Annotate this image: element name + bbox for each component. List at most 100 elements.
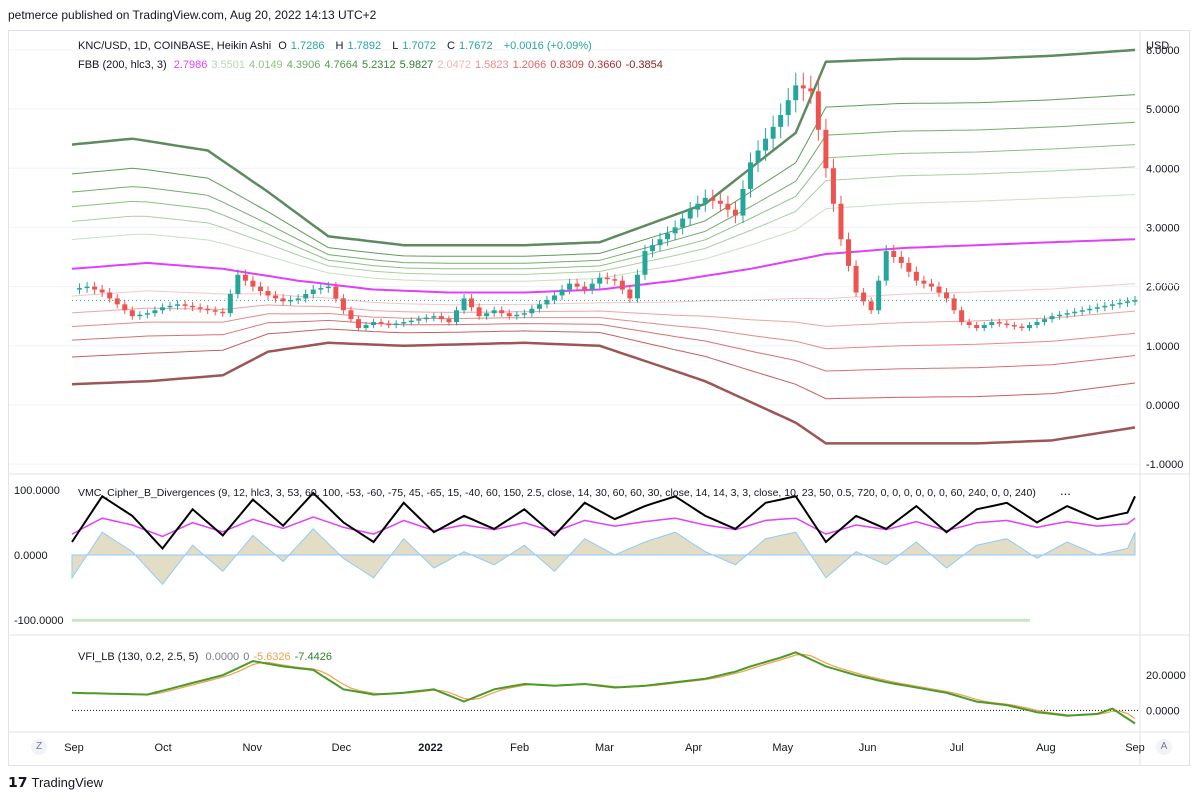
candle-body-100	[823, 129, 829, 169]
candle-body-45	[408, 320, 414, 323]
candle-body-38	[355, 319, 361, 328]
fbb-lower-band-0	[71, 283, 1136, 306]
candle-body-117	[951, 298, 957, 311]
time-label-7: Apr	[685, 742, 702, 754]
fbb-upper-band-3	[71, 121, 1136, 264]
fbb-value-9: 1.2066	[512, 59, 547, 71]
chart-frame	[8, 30, 1190, 766]
candle-body-107	[876, 280, 882, 311]
candle-body-33	[318, 288, 324, 290]
candle-body-14	[175, 304, 181, 306]
candle-body-30	[295, 298, 301, 300]
candle-body-72	[612, 279, 618, 281]
ohlc-high: H 1.7892	[335, 40, 382, 52]
fbb-value-6: 5.9827	[399, 59, 434, 71]
candle-body-75	[634, 274, 640, 299]
candle-body-48	[431, 316, 437, 318]
candle-body-7	[122, 304, 128, 311]
candle-body-85	[710, 197, 716, 201]
candle-body-67	[574, 283, 580, 287]
fbb-value-3: 4.3906	[286, 59, 321, 71]
vfi-legend: VFI_LB (130, 0.2, 2.5, 5) 0.0000 0 -5.6326…	[78, 651, 340, 663]
main-tick-label-6: 0.0000	[1146, 400, 1180, 412]
time-label-12: Sep	[1125, 742, 1145, 754]
candle-body-31	[303, 293, 309, 299]
candle-body-9	[137, 314, 143, 317]
more-icon[interactable]: ...	[1060, 483, 1071, 498]
zoom-reset-button[interactable]: Z	[31, 739, 47, 755]
candle-body-8	[129, 310, 135, 317]
candle-body-66	[567, 283, 573, 290]
candle-body-64	[551, 295, 557, 300]
candle-body-102	[838, 203, 844, 240]
candle-body-118	[959, 310, 965, 323]
candle-body-135	[1087, 308, 1093, 311]
fbb-value-0: 2.7986	[173, 59, 208, 71]
footer: 𝟭𝟳 TradingView	[8, 774, 103, 791]
fbb-value-7: 2.0472	[437, 59, 471, 71]
candle-body-39	[363, 325, 369, 328]
candle-body-5	[107, 292, 113, 299]
auto-scale-button[interactable]: A	[1156, 739, 1172, 755]
candle-body-63	[544, 299, 550, 305]
main-legend: KNC/USD, 1D, COINBASE, Heikin Ashi O 1.72…	[78, 40, 596, 52]
candle-body-129	[1042, 319, 1048, 323]
fbb-value-10: 0.8309	[550, 59, 584, 71]
candle-body-61	[529, 308, 535, 314]
candle-body-84	[702, 197, 708, 204]
candle-body-3	[92, 286, 98, 290]
vmc-tick-label-2: -100.0000	[14, 615, 64, 627]
candle-body-1	[77, 288, 83, 290]
candle-body-42	[386, 323, 392, 326]
candle-body-43	[393, 323, 399, 326]
candle-body-26	[265, 291, 271, 296]
time-label-4: 2022	[418, 742, 442, 754]
candle-body-44	[401, 322, 407, 324]
main-tick-label-0: 6.0000	[1146, 45, 1180, 57]
candle-body-119	[966, 322, 972, 326]
candle-body-114	[928, 283, 934, 287]
time-label-6: Mar	[595, 742, 614, 754]
vmc-wave-area	[71, 528, 1136, 586]
vmc-title: VMC_Cipher_B_Divergences (9, 12, hlc3, 3…	[78, 487, 1036, 499]
vfi-tick-label-1: 0.0000	[1146, 705, 1180, 717]
candle-body-106	[868, 301, 874, 311]
currency-label: USD	[1146, 40, 1169, 52]
candle-body-29	[288, 299, 294, 302]
vfi-tick-label-0: 20.0000	[1146, 670, 1186, 682]
fbb-upper-band-1	[71, 166, 1136, 275]
fbb-value-5: 5.2312	[362, 59, 396, 71]
candle-body-32	[310, 289, 316, 294]
vfi-value-3: -7.4426	[294, 651, 332, 663]
candle-body-10	[144, 313, 150, 315]
fbb-value-2: 4.0149	[249, 59, 283, 71]
ohlc-close: C 1.7672	[447, 40, 493, 52]
vmc-wt1-line	[71, 491, 1136, 551]
candle-body-132	[1064, 313, 1070, 315]
main-tick-label-4: 2.0000	[1146, 282, 1180, 294]
candle-body-124	[1004, 323, 1010, 326]
candle-body-69	[589, 283, 595, 290]
candle-body-115	[936, 286, 942, 293]
time-label-5: Feb	[510, 742, 529, 754]
candle-body-130	[1049, 316, 1055, 320]
candle-body-94	[778, 115, 784, 127]
candle-body-110	[898, 257, 904, 263]
candle-body-6	[114, 298, 120, 305]
candle-body-88	[732, 209, 738, 216]
candle-body-77	[650, 245, 656, 252]
candle-body-79	[665, 233, 671, 240]
fbb-basis	[71, 238, 1136, 294]
candle-body-24	[250, 280, 256, 287]
brand-label: TradingView	[31, 775, 104, 790]
candle-body-123	[996, 322, 1002, 324]
candle-body-12	[159, 307, 165, 311]
time-label-10: Jul	[950, 742, 964, 754]
candle-body-16	[190, 305, 196, 308]
tradingview-logo-icon: 𝟭𝟳	[8, 774, 28, 790]
candle-body-4	[99, 289, 105, 293]
candle-body-58	[506, 313, 512, 317]
candle-body-15	[182, 304, 188, 306]
candle-body-95	[785, 100, 791, 115]
